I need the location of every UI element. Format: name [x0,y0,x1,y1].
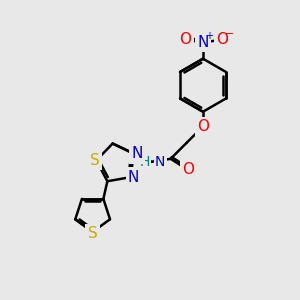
Text: O: O [216,32,228,47]
Text: S: S [90,153,100,168]
Text: H: H [140,155,150,169]
Text: N: N [128,170,139,185]
Text: −: − [225,29,234,39]
Text: O: O [197,119,209,134]
Text: N: N [197,35,209,50]
Text: O: O [179,32,191,47]
Text: N: N [131,146,142,161]
Text: S: S [88,226,98,241]
Text: +: + [206,31,214,41]
Text: O: O [182,162,194,177]
Text: N: N [155,155,165,169]
